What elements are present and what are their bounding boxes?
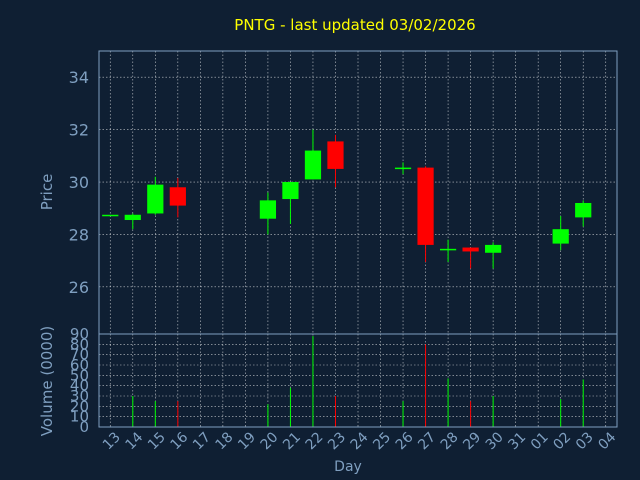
candle-body bbox=[259, 200, 277, 219]
volume-tick-label: 0 bbox=[79, 418, 89, 436]
candle-body bbox=[147, 184, 164, 214]
volume-tick-label: 40 bbox=[70, 377, 89, 395]
volume-tick-label: 10 bbox=[70, 408, 89, 426]
volume-tick-label: 90 bbox=[70, 325, 89, 343]
volume-tick-label: 60 bbox=[70, 356, 89, 374]
candle-body bbox=[575, 202, 592, 218]
candle-body bbox=[169, 187, 186, 206]
candle-body bbox=[552, 229, 569, 244]
x-axis-label: Day bbox=[334, 459, 362, 475]
axes bbox=[98, 50, 618, 428]
volume-tick-label: 20 bbox=[70, 397, 89, 415]
volume-tick-label: 80 bbox=[70, 335, 89, 353]
candle-body bbox=[102, 214, 119, 217]
price-tick-label: 30 bbox=[69, 173, 89, 192]
volume-axis-label: Volume (0000) bbox=[38, 326, 56, 436]
volume-tick-label: 30 bbox=[70, 387, 89, 405]
price-tick-label: 34 bbox=[69, 68, 89, 87]
candle-body bbox=[485, 244, 502, 253]
price-tick-label: 28 bbox=[69, 225, 89, 244]
candle-body bbox=[304, 150, 322, 180]
candle-body bbox=[439, 248, 457, 251]
chart-title: PNTG - last updated 03/02/2026 bbox=[234, 16, 475, 34]
candle-body bbox=[282, 182, 299, 200]
volume-tick-label: 50 bbox=[70, 366, 89, 384]
candle-body bbox=[124, 214, 141, 221]
volume-tick-label: 70 bbox=[70, 346, 89, 364]
candle-body bbox=[394, 167, 412, 170]
candle-body bbox=[417, 167, 434, 245]
price-tick-label: 26 bbox=[69, 278, 89, 297]
price-tick-label: 32 bbox=[69, 121, 89, 140]
price-axis-label: Price bbox=[38, 174, 56, 211]
volume-bars bbox=[132, 336, 584, 427]
candle-body bbox=[327, 141, 344, 169]
candle-body bbox=[462, 247, 479, 252]
volume-panel-frame bbox=[98, 333, 618, 428]
candlesticks bbox=[102, 129, 592, 269]
